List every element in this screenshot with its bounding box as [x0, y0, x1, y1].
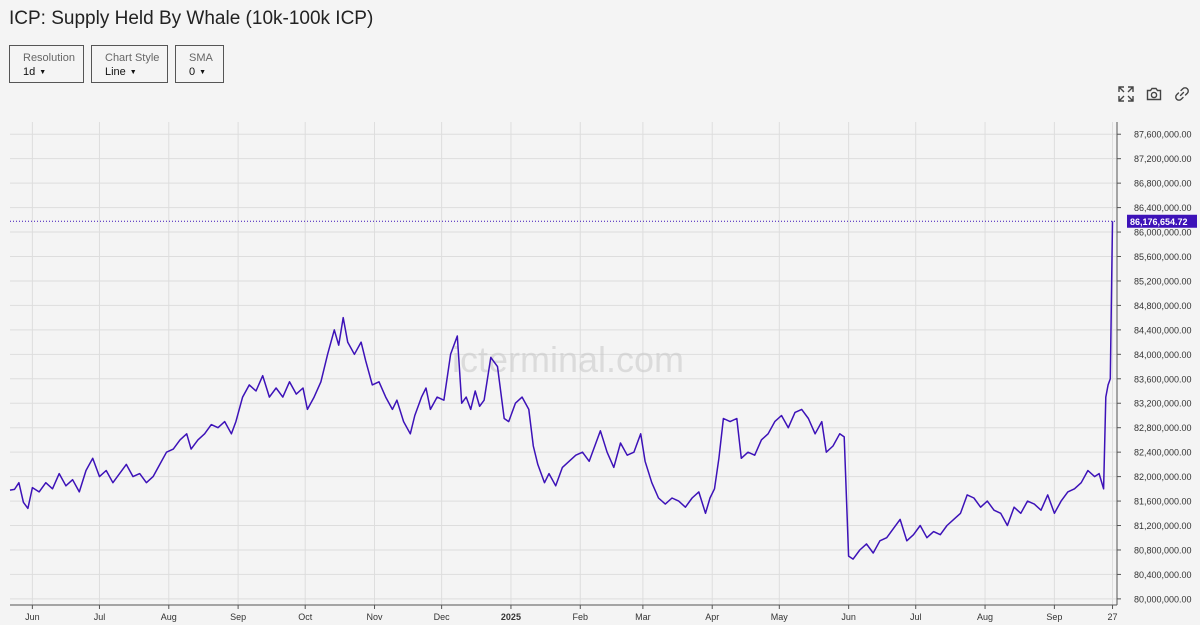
y-tick-label: 83,200,000.00 [1134, 399, 1192, 409]
x-tick-label: Jul [910, 612, 922, 622]
y-tick-label: 85,200,000.00 [1134, 276, 1192, 286]
y-tick-label: 82,000,000.00 [1134, 472, 1192, 482]
y-tick-label: 82,800,000.00 [1134, 423, 1192, 433]
x-tick-label: Jun [25, 612, 40, 622]
x-tick-label: Nov [367, 612, 384, 622]
chart-style-dropdown[interactable]: Chart Style Line ▼ [91, 45, 168, 83]
x-tick-label: May [771, 612, 789, 622]
last-value-tag: 86,176,654.72 [1127, 214, 1197, 228]
expand-icon[interactable] [1118, 86, 1134, 102]
x-tick-label: Sep [230, 612, 246, 622]
resolution-label: Resolution [23, 52, 75, 64]
last-value-tag-bg [1127, 214, 1197, 228]
x-tick-label: Apr [705, 612, 719, 622]
page-title: ICP: Supply Held By Whale (10k-100k ICP) [9, 8, 374, 29]
last-value-label: 86,176,654.72 [1130, 217, 1188, 227]
y-tick-label: 86,400,000.00 [1134, 203, 1192, 213]
y-tick-label: 80,400,000.00 [1134, 570, 1192, 580]
y-tick-label: 84,400,000.00 [1134, 325, 1192, 335]
chevron-down-icon: ▼ [39, 69, 47, 76]
y-tick-label: 87,200,000.00 [1134, 154, 1192, 164]
x-tick-label: Aug [161, 612, 177, 622]
x-tick-label: Jun [841, 612, 856, 622]
watermark-text: icterminal.com [452, 339, 684, 380]
x-tick-label: Oct [298, 612, 313, 622]
series-line [9, 221, 1114, 560]
chart-style-value: Line ▼ [105, 66, 137, 78]
chart-toolbar [1118, 86, 1190, 102]
x-tick-label: 27 [1108, 612, 1118, 622]
y-axis: 80,000,000.00 80,400,000.00 80,800,000.00 8… [1116, 122, 1192, 605]
sma-value: 0 ▼ [189, 66, 207, 78]
y-tick-label: 80,000,000.00 [1134, 594, 1192, 604]
camera-icon[interactable] [1146, 86, 1162, 102]
chevron-down-icon: ▼ [129, 69, 137, 76]
x-axis: Jun Jul Aug Sep Oct Nov Dec 2025 Feb Mar Apr May Jun… [10, 604, 1118, 622]
x-tick-label: Aug [977, 612, 993, 622]
plot-area [10, 122, 1117, 605]
x-tick-label: Feb [573, 612, 589, 622]
sma-dropdown[interactable]: SMA 0 ▼ [175, 45, 224, 83]
resolution-dropdown[interactable]: Resolution 1d ▼ [9, 45, 84, 83]
sma-label: SMA [189, 52, 213, 64]
x-tick-label: Sep [1046, 612, 1062, 622]
chart-style-label: Chart Style [105, 52, 160, 64]
resolution-value: 1d ▼ [23, 66, 47, 78]
y-tick-label: 83,600,000.00 [1134, 374, 1192, 384]
chart-grid [10, 122, 1117, 605]
y-tick-label: 86,800,000.00 [1134, 179, 1192, 189]
y-tick-label: 82,400,000.00 [1134, 448, 1192, 458]
y-tick-label: 81,200,000.00 [1134, 521, 1192, 531]
link-icon[interactable] [1174, 86, 1190, 102]
y-tick-label: 80,800,000.00 [1134, 545, 1192, 555]
x-tick-label: Jul [94, 612, 106, 622]
x-tick-label: 2025 [501, 612, 521, 622]
y-tick-label: 84,800,000.00 [1134, 301, 1192, 311]
y-tick-label: 87,600,000.00 [1134, 130, 1192, 140]
y-tick-label: 85,600,000.00 [1134, 252, 1192, 262]
chevron-down-icon: ▼ [199, 69, 207, 76]
y-tick-label: 81,600,000.00 [1134, 497, 1192, 507]
y-tick-label: 84,000,000.00 [1134, 350, 1192, 360]
x-tick-label: Mar [635, 612, 651, 622]
x-tick-label: Dec [434, 612, 451, 622]
y-tick-label: 86,000,000.00 [1134, 228, 1192, 238]
